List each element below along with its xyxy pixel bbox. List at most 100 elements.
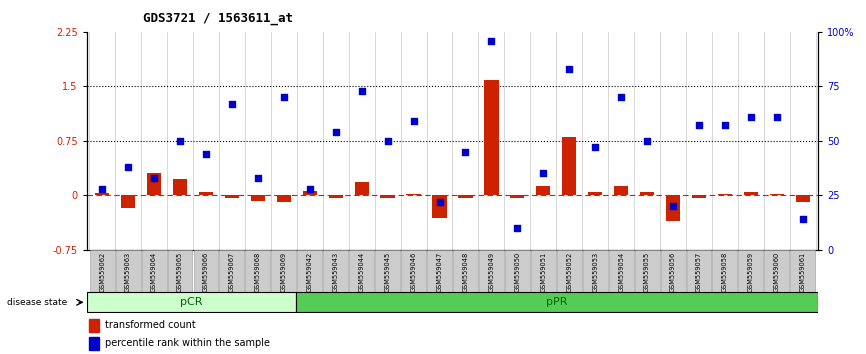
Text: GSM559050: GSM559050 <box>514 252 520 292</box>
Point <box>199 151 213 156</box>
Text: transformed count: transformed count <box>105 320 196 330</box>
Bar <box>479 250 504 292</box>
Text: GSM559063: GSM559063 <box>125 252 131 292</box>
Bar <box>276 195 291 202</box>
Bar <box>609 250 634 292</box>
Bar <box>666 195 680 221</box>
Bar <box>401 250 426 292</box>
Text: GSM559055: GSM559055 <box>644 252 650 292</box>
Bar <box>791 250 815 292</box>
Bar <box>380 195 395 198</box>
Point <box>329 129 343 135</box>
Bar <box>147 173 161 195</box>
Text: GSM559057: GSM559057 <box>696 252 702 292</box>
Text: GSM559047: GSM559047 <box>436 252 443 292</box>
Point <box>484 38 498 44</box>
Bar <box>713 250 738 292</box>
Text: GSM559049: GSM559049 <box>488 252 494 292</box>
Bar <box>510 195 525 198</box>
Point <box>744 114 758 120</box>
Text: GSM559048: GSM559048 <box>462 252 469 292</box>
Text: GSM559054: GSM559054 <box>618 252 624 292</box>
Bar <box>193 250 218 292</box>
Text: GSM559062: GSM559062 <box>100 252 105 292</box>
Point <box>770 114 784 120</box>
Bar <box>199 192 213 195</box>
Point <box>458 149 472 154</box>
Point <box>251 175 265 181</box>
Text: GSM559066: GSM559066 <box>203 252 209 292</box>
Point <box>407 118 421 124</box>
Bar <box>635 250 660 292</box>
Point <box>692 122 706 128</box>
Point <box>796 216 810 222</box>
Bar <box>744 192 758 195</box>
Bar <box>583 250 608 292</box>
Bar <box>692 195 706 198</box>
Bar <box>251 195 265 201</box>
Bar <box>614 187 629 195</box>
Text: pPR: pPR <box>546 297 568 307</box>
Point <box>666 203 680 209</box>
Bar <box>505 250 530 292</box>
Point <box>718 122 732 128</box>
Point <box>355 88 369 93</box>
Point <box>614 94 628 100</box>
Bar <box>349 250 374 292</box>
Bar <box>375 250 400 292</box>
Bar <box>796 195 810 202</box>
Bar <box>295 292 818 312</box>
Point <box>588 144 602 150</box>
Bar <box>557 250 582 292</box>
Bar <box>687 250 712 292</box>
Text: GSM559060: GSM559060 <box>774 252 780 292</box>
Bar <box>121 195 135 208</box>
Bar <box>588 192 603 195</box>
Text: pCR: pCR <box>180 297 203 307</box>
Bar <box>90 250 114 292</box>
Bar <box>562 137 577 195</box>
Text: GSM559053: GSM559053 <box>592 252 598 292</box>
Bar <box>531 250 556 292</box>
Point <box>433 199 447 205</box>
Bar <box>484 80 499 195</box>
Bar <box>142 250 166 292</box>
Text: percentile rank within the sample: percentile rank within the sample <box>105 338 269 348</box>
Bar <box>297 250 322 292</box>
Text: GSM559051: GSM559051 <box>540 252 546 292</box>
Point <box>381 138 395 144</box>
Point <box>225 101 239 107</box>
Bar <box>661 250 686 292</box>
Bar <box>225 195 239 198</box>
Text: GSM559068: GSM559068 <box>255 252 261 292</box>
Text: GSM559045: GSM559045 <box>385 252 391 292</box>
Text: GSM559052: GSM559052 <box>566 252 572 292</box>
Point <box>640 138 654 144</box>
Bar <box>458 195 473 198</box>
Bar <box>245 250 270 292</box>
Text: GSM559043: GSM559043 <box>333 252 339 292</box>
Bar <box>323 250 348 292</box>
Text: GSM559064: GSM559064 <box>151 252 157 292</box>
Bar <box>116 250 140 292</box>
Point <box>173 138 187 144</box>
Bar <box>765 250 789 292</box>
Bar <box>770 194 784 195</box>
Bar <box>432 195 447 218</box>
Text: GSM559056: GSM559056 <box>670 252 676 292</box>
Bar <box>87 292 295 312</box>
Text: GSM559067: GSM559067 <box>229 252 235 292</box>
Bar <box>89 337 100 350</box>
Point <box>147 175 161 181</box>
Text: GSM559058: GSM559058 <box>722 252 728 292</box>
Text: GSM559044: GSM559044 <box>359 252 365 292</box>
Bar <box>95 193 109 195</box>
Bar <box>167 250 192 292</box>
Bar <box>536 187 551 195</box>
Bar <box>427 250 452 292</box>
Bar <box>453 250 478 292</box>
Bar <box>302 191 317 195</box>
Bar <box>328 195 343 198</box>
Point <box>562 66 576 72</box>
Bar <box>219 250 244 292</box>
